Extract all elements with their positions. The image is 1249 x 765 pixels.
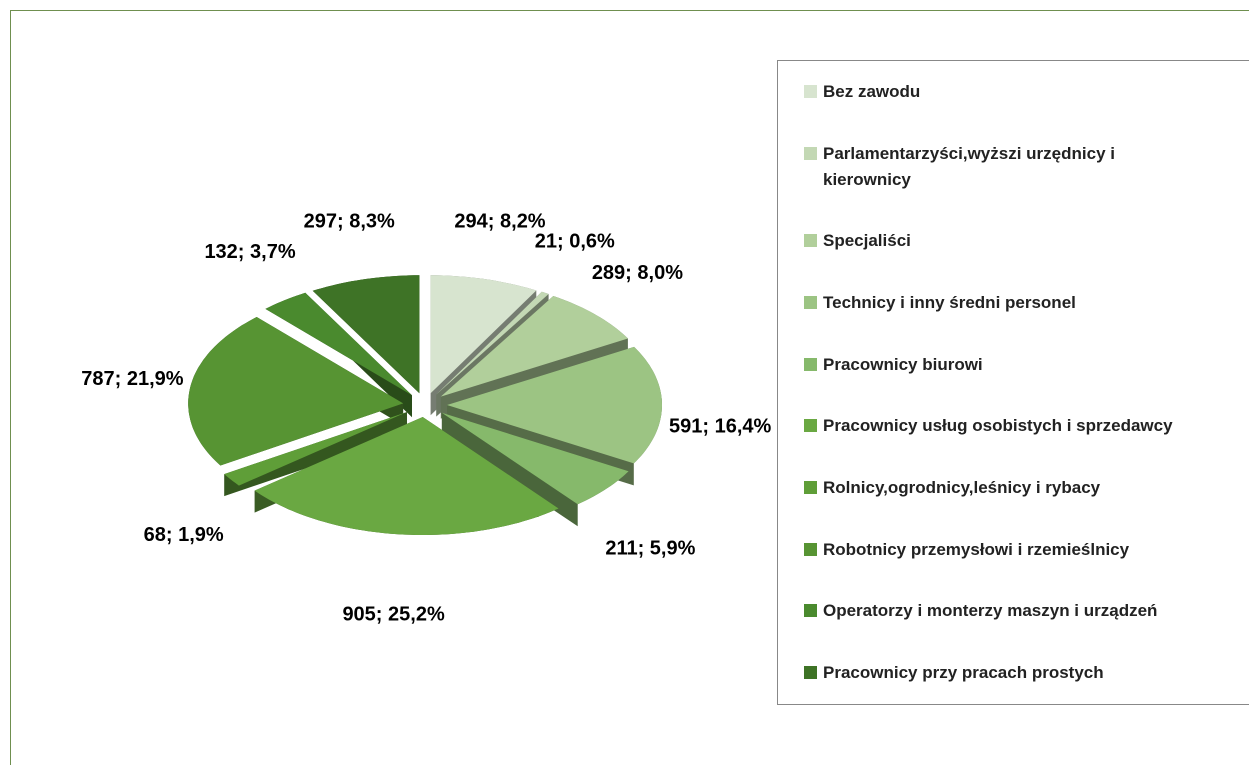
legend-item: Pracownicy biurowi	[804, 352, 1204, 378]
chart: 294; 8,2%21; 0,6% 289; 8,0% 591; 16,4% 211;…	[81, 210, 772, 625]
legend-item: Operatorzy i monterzy maszyn i urządzeń	[804, 598, 1204, 624]
legend-item: Robotnicy przemysłowi i rzemieślnicy	[804, 537, 1204, 563]
legend-swatch	[804, 666, 817, 680]
legend-swatch	[804, 146, 817, 160]
chart-frame	[10, 10, 1249, 765]
legend-swatch	[804, 84, 817, 98]
legend-swatch	[804, 295, 817, 309]
legend: Bez zawodu Parlamentarzyści,wyższi urzędn…	[777, 60, 1249, 705]
legend-item: Technicy i inny średni personel	[804, 290, 1204, 316]
slice	[447, 346, 662, 464]
legend-label: Bez zawodu	[823, 81, 921, 101]
slice	[441, 412, 629, 505]
legend-label: Technicy i inny średni personel	[823, 292, 1076, 312]
slice	[312, 275, 420, 394]
slice	[265, 292, 412, 396]
data-label: 905; 25,2%	[342, 603, 445, 625]
data-label: 787; 21,9%	[81, 368, 184, 390]
legend-label: Robotnicy przemysłowi i rzemieślnicy	[823, 539, 1130, 559]
legend-item: Rolnicy,ogrodnicy,leśnicy i rybacy	[804, 475, 1204, 501]
legend-item: Pracownicy przy pracach prostych	[804, 660, 1204, 686]
legend-item: Specjaliści	[804, 228, 1204, 254]
slice	[440, 296, 628, 397]
data-label: 289; 8,0%	[592, 262, 683, 284]
legend-label: Pracownicy przy pracach prostych	[823, 663, 1104, 683]
legend-label: Pracownicy biurowi	[823, 354, 983, 374]
legend-swatch	[804, 542, 817, 556]
legend-swatch	[804, 604, 817, 618]
data-label: 591; 16,4%	[669, 416, 772, 438]
slice	[430, 275, 537, 394]
data-label: 132; 3,7%	[204, 241, 295, 263]
legend-swatch	[804, 234, 817, 248]
legend-label: Operatorzy i monterzy maszyn i urządzeń	[823, 601, 1158, 621]
legend-swatch	[804, 357, 817, 371]
slice	[224, 412, 407, 486]
data-label: 68; 1,9%	[144, 524, 224, 546]
legend-swatch	[804, 419, 817, 433]
legend-item: Parlamentarzyści,wyższi urzędnicy i kier…	[804, 141, 1204, 193]
slice	[188, 317, 404, 466]
data-label: 21; 0,6%	[535, 230, 615, 252]
legend-item: Bez zawodu	[804, 79, 1204, 105]
data-label: 294; 8,2%	[454, 210, 545, 232]
legend-label: Rolnicy,ogrodnicy,leśnicy i rybacy	[823, 477, 1101, 497]
legend-label: Specjaliści	[823, 231, 911, 251]
data-label: 211; 5,9%	[605, 537, 695, 559]
data-label: 297; 8,3%	[304, 211, 395, 233]
legend-label: Parlamentarzyści,wyższi urzędnicy i kier…	[823, 143, 1115, 189]
slice-side	[224, 412, 407, 508]
slice	[436, 291, 549, 395]
legend-label: Pracownicy usług osobistych i sprzedawcy	[823, 416, 1173, 436]
slice	[254, 417, 559, 535]
legend-swatch	[804, 480, 817, 494]
legend-item: Pracownicy usług osobistych i sprzedawcy	[804, 413, 1204, 439]
